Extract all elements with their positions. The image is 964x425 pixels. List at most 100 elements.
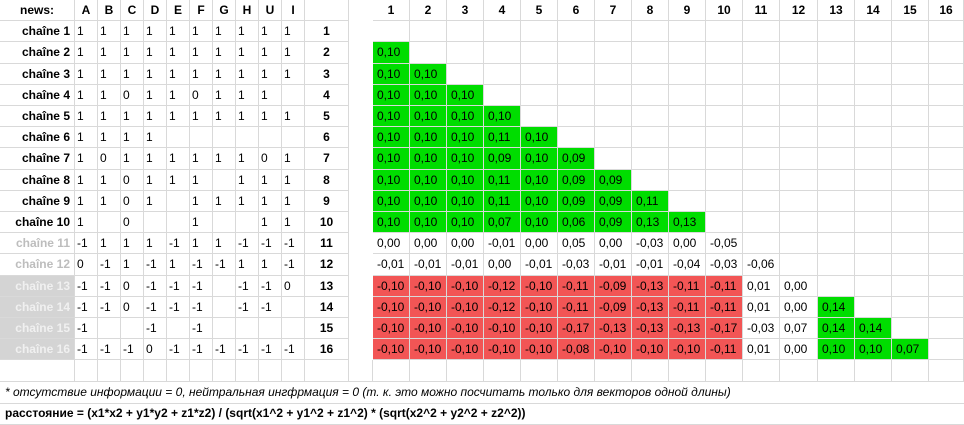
matrix-cell[interactable] (669, 106, 706, 128)
matrix-cell[interactable] (818, 233, 855, 255)
matrix-cell[interactable]: -0,17 (558, 318, 595, 340)
data-cell[interactable]: 1 (236, 254, 259, 276)
empty-cell[interactable] (855, 360, 892, 382)
matrix-cell[interactable]: -0,06 (743, 254, 780, 276)
data-cell[interactable]: 1 (236, 63, 259, 85)
data-cell[interactable]: 1 (98, 190, 121, 212)
data-cell[interactable] (259, 127, 282, 149)
matrix-cell[interactable]: 0,10 (521, 148, 558, 170)
data-cell[interactable]: 1 (213, 63, 236, 85)
data-cell[interactable]: -1 (190, 339, 213, 361)
matrix-cell[interactable]: 0,10 (373, 42, 410, 64)
data-cell[interactable]: 1 (144, 169, 167, 191)
matrix-cell[interactable] (892, 84, 929, 106)
matrix-cell[interactable] (595, 21, 632, 43)
matrix-cell[interactable] (743, 148, 780, 170)
empty-cell[interactable] (929, 360, 964, 382)
data-cell[interactable] (236, 318, 259, 340)
matrix-cell[interactable] (818, 42, 855, 64)
matrix-cell[interactable]: -0,12 (484, 296, 521, 318)
data-cell[interactable] (282, 318, 305, 340)
matrix-cell[interactable] (632, 148, 669, 170)
data-cell[interactable]: -1 (282, 339, 305, 361)
matrix-cell[interactable] (818, 254, 855, 276)
matrix-cell[interactable]: -0,10 (521, 339, 558, 361)
empty-cell[interactable] (282, 360, 305, 382)
data-cell[interactable]: 1 (259, 190, 282, 212)
matrix-cell[interactable]: 0,00 (410, 233, 447, 255)
matrix-cell[interactable]: -0,05 (706, 233, 743, 255)
matrix-cell[interactable] (595, 63, 632, 85)
row-label[interactable]: chaîne 7 (0, 148, 75, 170)
matrix-cell[interactable] (780, 169, 818, 191)
empty-cell[interactable] (558, 360, 595, 382)
matrix-cell[interactable] (818, 84, 855, 106)
empty-cell[interactable] (373, 360, 410, 382)
matrix-cell[interactable] (855, 148, 892, 170)
matrix-cell[interactable]: -0,10 (632, 339, 669, 361)
matrix-cell[interactable] (892, 275, 929, 297)
matrix-cell[interactable]: 0,10 (373, 106, 410, 128)
data-cell[interactable]: 1 (167, 254, 190, 276)
data-cell[interactable]: 1 (190, 42, 213, 64)
data-cell[interactable] (144, 212, 167, 234)
data-cell[interactable]: 1 (259, 254, 282, 276)
data-cell[interactable]: 1 (213, 148, 236, 170)
matrix-cell[interactable]: -0,01 (373, 254, 410, 276)
matrix-cell[interactable] (743, 127, 780, 149)
matrix-cell[interactable]: 0,10 (373, 84, 410, 106)
matrix-cell[interactable] (818, 21, 855, 43)
matrix-cell[interactable]: 0,10 (373, 148, 410, 170)
matrix-cell[interactable] (780, 21, 818, 43)
data-cell[interactable] (190, 127, 213, 149)
matrix-cell[interactable]: -0,11 (669, 275, 706, 297)
matrix-cell[interactable] (447, 63, 484, 85)
data-cell[interactable] (213, 127, 236, 149)
matrix-cell[interactable] (706, 212, 743, 234)
data-cell[interactable]: -1 (190, 254, 213, 276)
data-cell[interactable]: 1 (75, 21, 98, 43)
matrix-cell[interactable]: -0,11 (706, 275, 743, 297)
data-cell[interactable]: 1 (98, 169, 121, 191)
matrix-cell[interactable]: 0,11 (484, 127, 521, 149)
data-cell[interactable]: 1 (167, 63, 190, 85)
data-cell[interactable] (282, 127, 305, 149)
matrix-cell[interactable] (558, 84, 595, 106)
matrix-cell[interactable]: 0,09 (595, 212, 632, 234)
row-label[interactable]: chaîne 3 (0, 63, 75, 85)
matrix-cell[interactable] (706, 21, 743, 43)
data-cell[interactable]: 1 (144, 21, 167, 43)
matrix-cell[interactable]: 0,01 (743, 296, 780, 318)
matrix-cell[interactable] (929, 212, 964, 234)
matrix-cell[interactable] (706, 127, 743, 149)
matrix-cell[interactable]: -0,10 (410, 275, 447, 297)
matrix-cell[interactable]: -0,13 (632, 296, 669, 318)
data-cell[interactable]: 0 (121, 275, 144, 297)
matrix-cell[interactable]: -0,08 (558, 339, 595, 361)
matrix-cell[interactable] (780, 42, 818, 64)
empty-cell[interactable] (190, 360, 213, 382)
matrix-cell[interactable] (855, 127, 892, 149)
matrix-cell[interactable] (706, 169, 743, 191)
matrix-cell[interactable]: 0,10 (373, 190, 410, 212)
matrix-cell[interactable] (818, 127, 855, 149)
data-cell[interactable]: 0 (121, 84, 144, 106)
matrix-cell[interactable] (743, 212, 780, 234)
matrix-cell[interactable] (706, 42, 743, 64)
data-cell[interactable]: 1 (167, 169, 190, 191)
matrix-cell[interactable]: 0,01 (743, 339, 780, 361)
matrix-cell[interactable]: -0,10 (484, 339, 521, 361)
data-cell[interactable]: 1 (98, 42, 121, 64)
matrix-cell[interactable] (669, 21, 706, 43)
matrix-cell[interactable]: -0,10 (521, 296, 558, 318)
row-label[interactable]: chaîne 4 (0, 84, 75, 106)
matrix-cell[interactable] (595, 84, 632, 106)
matrix-cell[interactable]: 0,01 (743, 275, 780, 297)
matrix-cell[interactable] (632, 21, 669, 43)
matrix-cell[interactable] (892, 63, 929, 85)
matrix-cell[interactable] (780, 106, 818, 128)
data-cell[interactable]: -1 (98, 296, 121, 318)
data-cell[interactable] (236, 212, 259, 234)
data-cell[interactable]: -1 (236, 233, 259, 255)
empty-cell[interactable] (780, 360, 818, 382)
